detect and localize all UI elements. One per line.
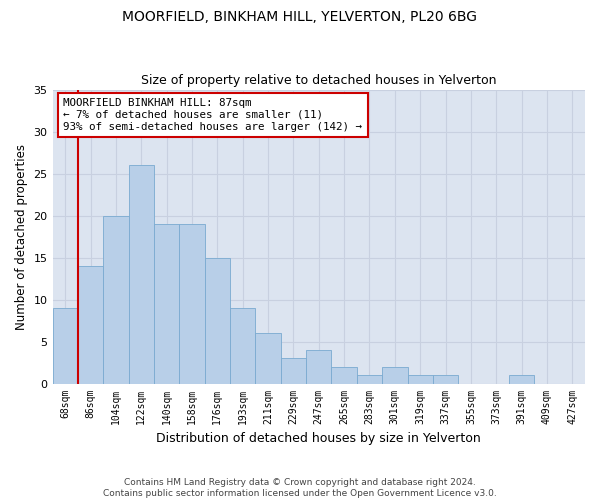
Bar xyxy=(306,350,331,384)
Bar xyxy=(103,216,128,384)
Bar xyxy=(230,308,256,384)
Bar xyxy=(128,165,154,384)
X-axis label: Distribution of detached houses by size in Yelverton: Distribution of detached houses by size … xyxy=(157,432,481,445)
Bar xyxy=(357,375,382,384)
Text: MOORFIELD, BINKHAM HILL, YELVERTON, PL20 6BG: MOORFIELD, BINKHAM HILL, YELVERTON, PL20… xyxy=(122,10,478,24)
Bar xyxy=(509,375,534,384)
Bar xyxy=(179,224,205,384)
Bar xyxy=(205,258,230,384)
Bar xyxy=(256,333,281,384)
Title: Size of property relative to detached houses in Yelverton: Size of property relative to detached ho… xyxy=(141,74,497,87)
Text: MOORFIELD BINKHAM HILL: 87sqm
← 7% of detached houses are smaller (11)
93% of se: MOORFIELD BINKHAM HILL: 87sqm ← 7% of de… xyxy=(63,98,362,132)
Y-axis label: Number of detached properties: Number of detached properties xyxy=(15,144,28,330)
Bar xyxy=(281,358,306,384)
Bar xyxy=(53,308,78,384)
Bar xyxy=(331,367,357,384)
Bar xyxy=(407,375,433,384)
Bar xyxy=(382,367,407,384)
Bar xyxy=(433,375,458,384)
Text: Contains HM Land Registry data © Crown copyright and database right 2024.
Contai: Contains HM Land Registry data © Crown c… xyxy=(103,478,497,498)
Bar xyxy=(154,224,179,384)
Bar xyxy=(78,266,103,384)
